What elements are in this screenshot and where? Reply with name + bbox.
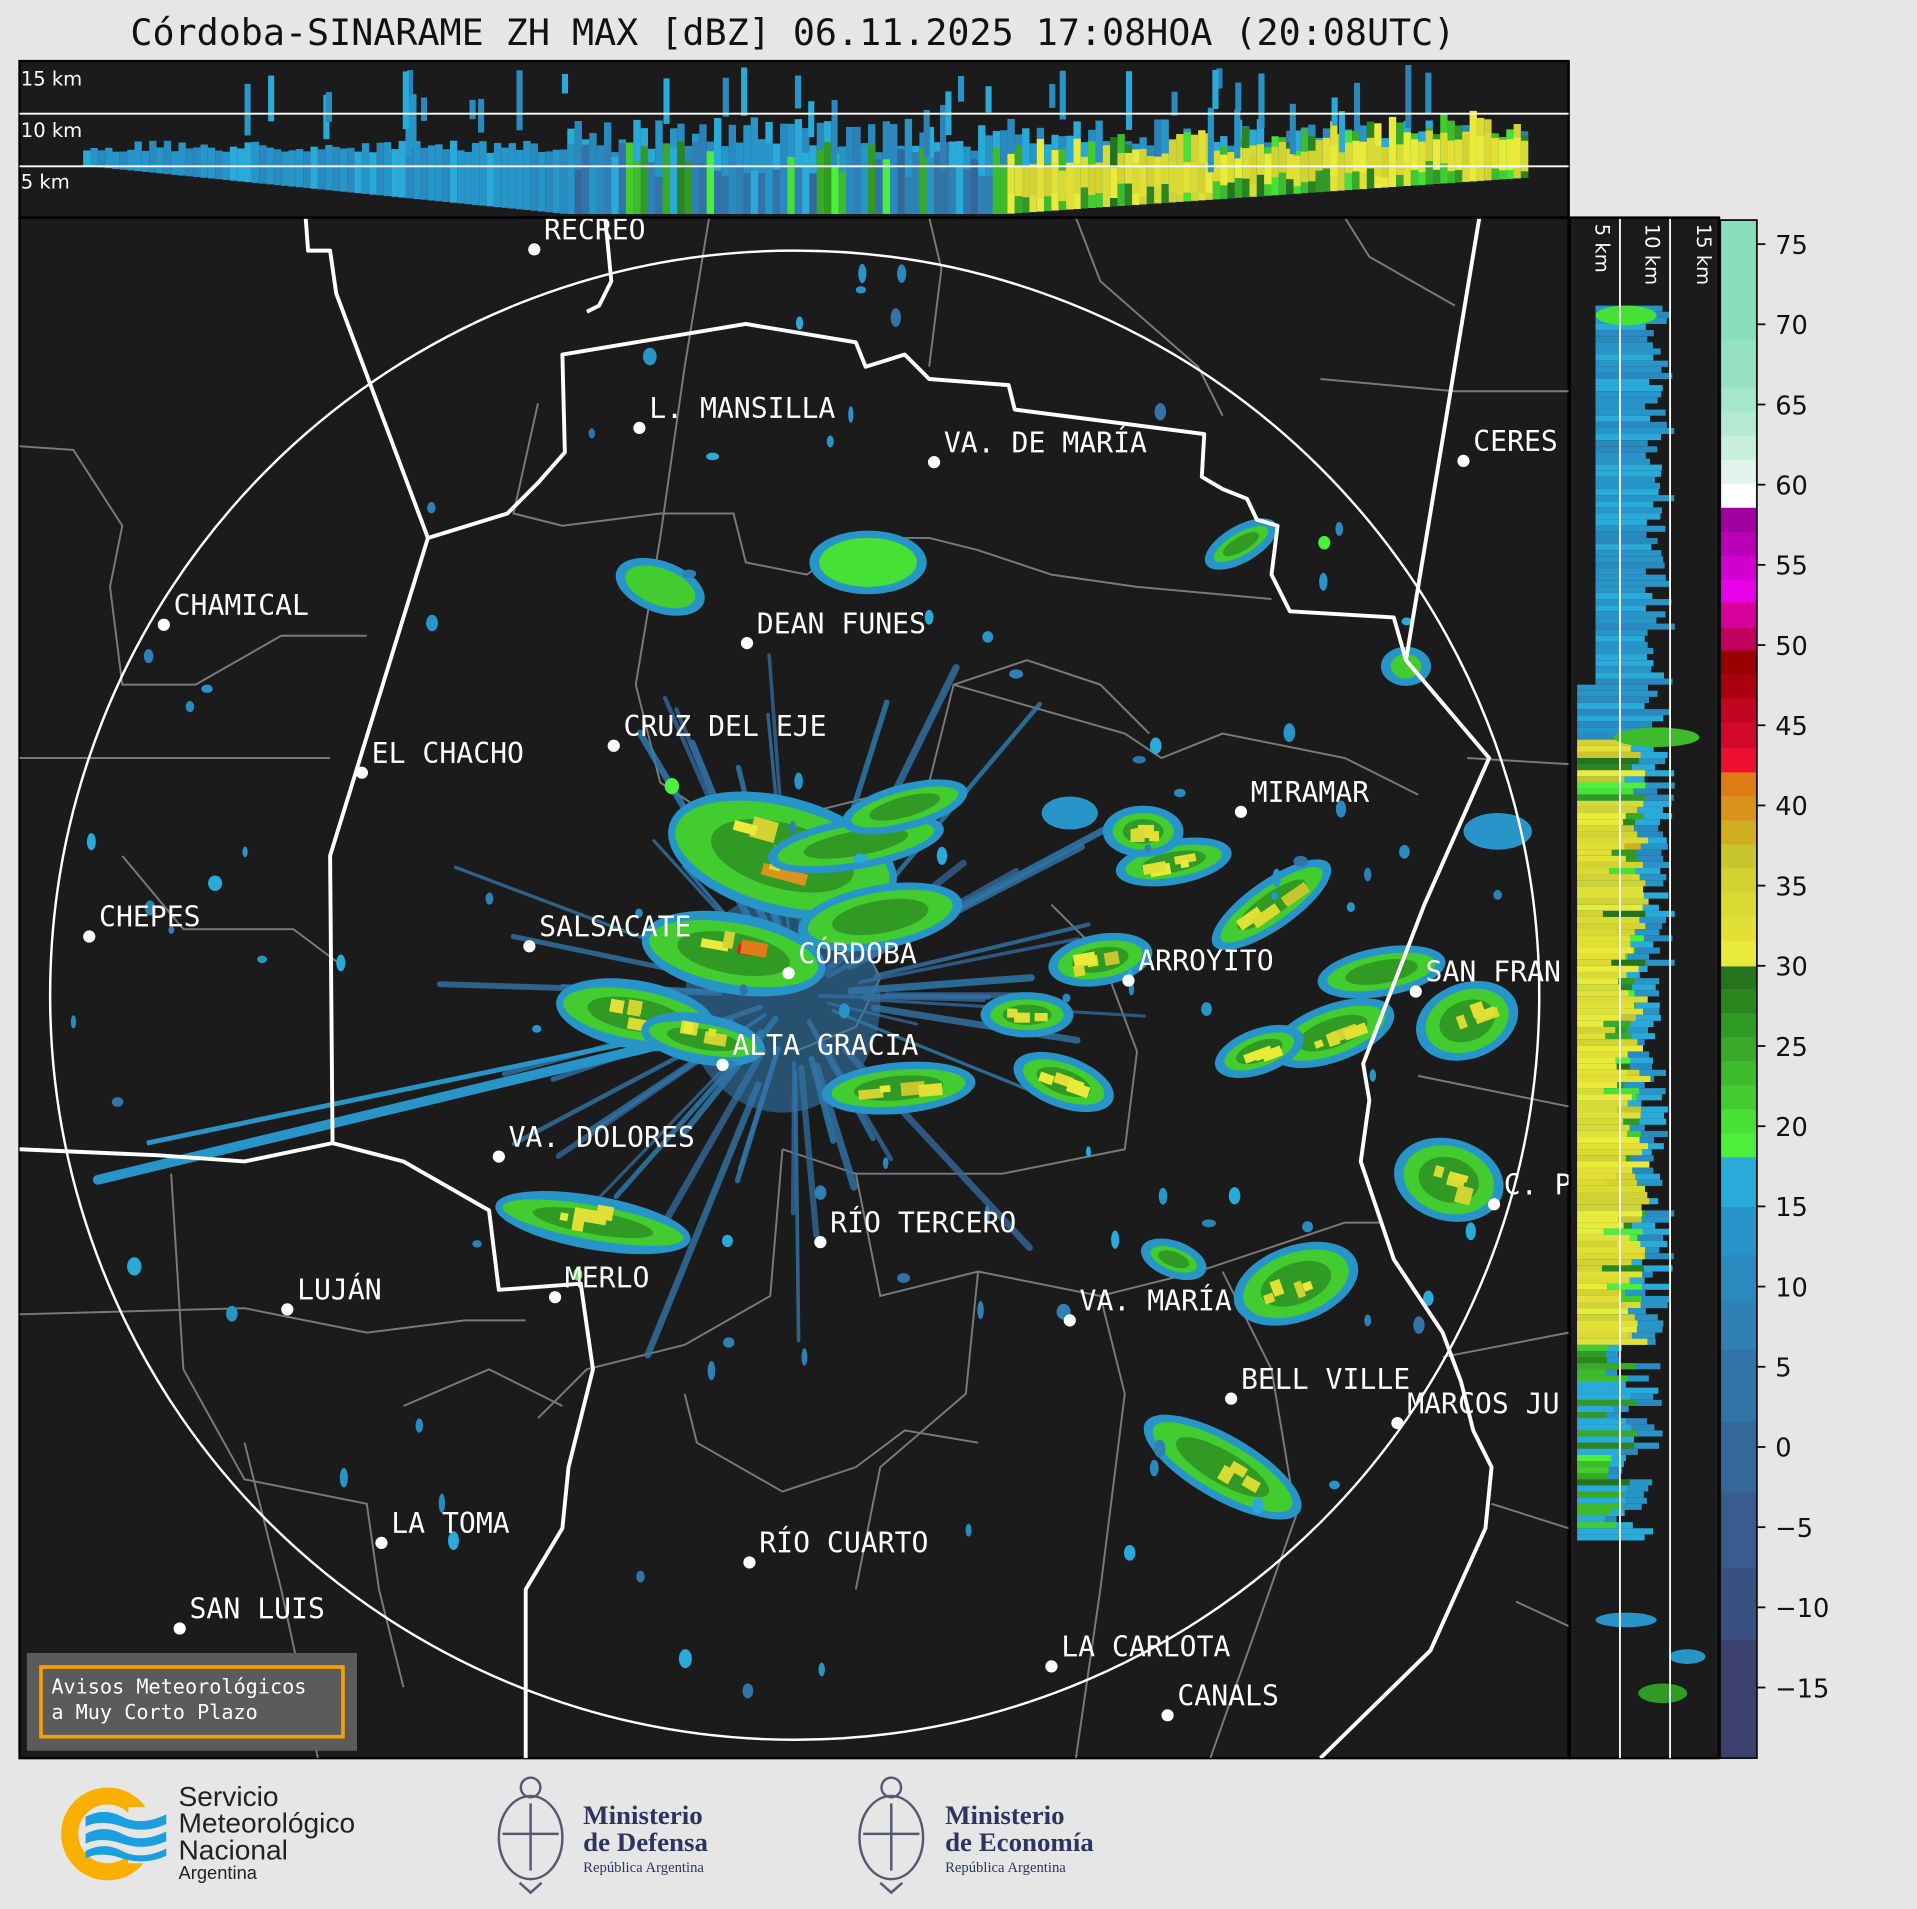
smn-line-1: Servicio — [178, 1780, 279, 1812]
avisos-line-1: Avisos Meteorológicos — [51, 1674, 307, 1699]
colorbar-tick-label: 5 — [1775, 1354, 1791, 1384]
colorbar-band — [1720, 940, 1757, 967]
colorbar-band — [1720, 507, 1757, 532]
colorbar-tick-label: 60 — [1775, 471, 1808, 501]
defensa-logo-text: Ministerio de Defensa República Argentin… — [583, 1802, 708, 1878]
colorbar-tick-label: −5 — [1775, 1514, 1813, 1544]
smn-logo-text: Servicio Meteorológico Nacional Argentin… — [178, 1780, 356, 1886]
colorbar-band — [1720, 673, 1757, 699]
side-height-label-15: 15 km — [1692, 224, 1715, 285]
colorbar-band — [1720, 1060, 1757, 1086]
colorbar-band — [1720, 819, 1757, 845]
colorbar-band — [1720, 1132, 1757, 1158]
colorbar-band — [1720, 1036, 1757, 1062]
colorbar-band — [1720, 697, 1757, 723]
colorbar-tick-label: 25 — [1775, 1033, 1808, 1063]
economia-line-2: de Economía — [945, 1826, 1094, 1858]
economia-line-3: República Argentina — [945, 1858, 1066, 1876]
colorbar-band — [1720, 434, 1757, 460]
colorbar-tick-label: 0 — [1775, 1434, 1791, 1464]
colorbar-band — [1720, 1567, 1757, 1641]
colorbar-band — [1720, 649, 1757, 675]
smn-line-4: Argentina — [178, 1863, 258, 1885]
colorbar-band — [1720, 771, 1757, 797]
colorbar-band — [1720, 1349, 1757, 1422]
colorbar-band — [1720, 1301, 1757, 1350]
colorbar-band — [1720, 1254, 1757, 1302]
colorbar-tick-label: 65 — [1775, 391, 1808, 421]
colorbar-band — [1720, 601, 1757, 629]
avisos-line-2: a Muy Corto Plazo — [51, 1700, 258, 1724]
defensa-line-1: Ministerio — [583, 1799, 703, 1831]
defensa-line-2: de Defensa — [583, 1826, 708, 1858]
side-height-label-10: 10 km — [1641, 224, 1664, 285]
defensa-line-3: República Argentina — [583, 1858, 704, 1876]
top-height-label-10: 10 km — [21, 119, 82, 142]
colorbar-band — [1720, 722, 1757, 749]
colorbar-band — [1720, 386, 1757, 412]
colorbar-band — [1720, 916, 1757, 941]
colorbar-tick-label: 50 — [1775, 632, 1808, 662]
economia-logo-text: Ministerio de Economía República Argenti… — [945, 1802, 1094, 1878]
colorbar-tick-label: 70 — [1775, 311, 1808, 341]
colorbar-band — [1720, 1491, 1757, 1568]
colorbar-tick-label: −15 — [1775, 1674, 1829, 1704]
top-height-label-5: 5 km — [21, 170, 70, 193]
colorbar-band — [1720, 747, 1757, 773]
colorbar-band — [1720, 627, 1757, 651]
side-height-label-5: 5 km — [1590, 224, 1613, 273]
colorbar-band — [1720, 483, 1757, 508]
top-height-label-15: 15 km — [21, 68, 82, 91]
colorbar-band — [1720, 459, 1757, 484]
colorbar-band — [1720, 1206, 1757, 1256]
colorbar-tick-label: 40 — [1775, 792, 1808, 822]
avisos-box[interactable]: Avisos Meteorológicos a Muy Corto Plazo — [26, 1652, 357, 1751]
colorbar-band — [1720, 795, 1757, 821]
colorbar-band — [1720, 988, 1757, 1013]
economia-line-1: Ministerio — [945, 1799, 1065, 1831]
colorbar-band — [1720, 892, 1757, 917]
colorbar-band — [1720, 843, 1757, 869]
colorbar-band — [1720, 1012, 1757, 1038]
colorbar-tick-label: 20 — [1775, 1113, 1808, 1143]
colorbar-tick-label: 35 — [1775, 872, 1808, 902]
colorbar-band — [1720, 220, 1757, 340]
smn-line-2: Meteorológico — [178, 1807, 356, 1839]
colorbar-tick-label: 55 — [1775, 552, 1808, 582]
colorbar-band — [1720, 410, 1757, 436]
colorbar-band — [1720, 1084, 1757, 1110]
colorbar-band — [1720, 1639, 1757, 1759]
colorbar-tick-label: 45 — [1775, 712, 1808, 742]
avisos-box-border: Avisos Meteorológicos a Muy Corto Plazo — [39, 1665, 345, 1739]
colorbar-band — [1720, 579, 1757, 603]
colorbar-band — [1720, 965, 1757, 989]
colorbar-tick-label: −10 — [1775, 1594, 1829, 1624]
colorbar-band — [1720, 1156, 1757, 1208]
colorbar-band — [1720, 531, 1757, 556]
colorbar-tick-label: 30 — [1775, 953, 1808, 983]
page-title: Córdoba-SINARAME ZH MAX [dBZ] 06.11.2025… — [130, 12, 1456, 56]
colorbar-band — [1720, 1108, 1757, 1134]
colorbar-band — [1720, 1421, 1757, 1493]
colorbar-band — [1720, 338, 1757, 388]
colorbar-tick-label: 15 — [1775, 1193, 1808, 1223]
smn-line-3: Nacional — [178, 1833, 288, 1866]
colorbar-band — [1720, 555, 1757, 580]
colorbar-tick-label: 75 — [1775, 231, 1808, 261]
colorbar-band — [1720, 867, 1757, 893]
colorbar-tick-label: 10 — [1775, 1273, 1808, 1303]
